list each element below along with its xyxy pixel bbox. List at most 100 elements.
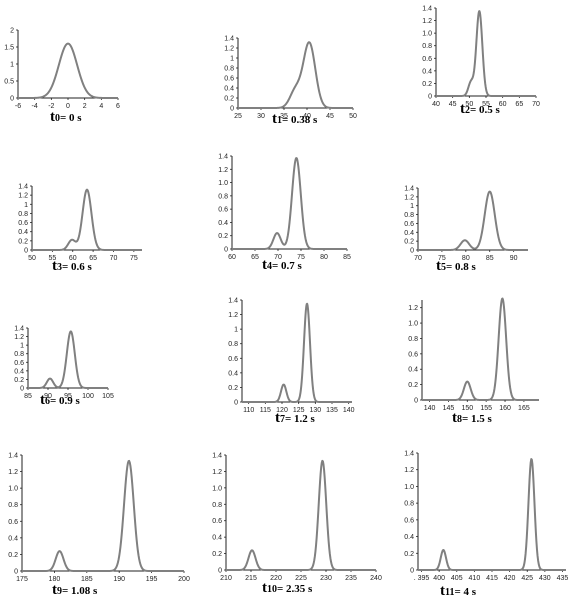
y-tick-label: 0.2 [218,233,228,240]
y-tick-label: 1.5 [4,45,14,52]
chart-svg-5: 70 75 80 85 90 0 0.2 0.4 0.6 0.8 1 1.21.4 [404,186,529,262]
y-tick-label: 0.8 [14,351,24,358]
y-tick-label: 0 [14,569,18,576]
y-tick-label: 1 [234,327,238,334]
chart-svg-4: 60 65 70 75 80 85 0 0.2 0.4 0.6 0.8 1.0 1.2 1.4 [218,154,351,262]
y-tick-label: 0.2 [8,552,18,559]
y-tick-label: 0 [230,106,234,113]
x-tick-label: 85 [24,393,32,400]
x-tick-label: 55 [48,255,56,262]
chart-svg-3: 50 55 60 65 70 75 0 0.2 0.4 0.6 0.8 1 1.2 1.4 [18,184,143,262]
caption-value: = 0.7 s [272,260,302,272]
y-tick-label: 0 [24,248,28,255]
chart-panel-1: 25 30 35 40 45 50 0 0.2 0.4 0.6 0.8 1 1.2 1.4 [208,30,363,124]
time-caption: t1= 0.38 s [272,110,317,128]
caption-symbol: t [52,582,57,598]
y-tick-label: 0.4 [224,86,234,93]
series-line [421,297,540,401]
caption-symbol: t [440,583,445,599]
y-tick-label: 1.2 [228,312,238,319]
y-tick-label: 0.4 [404,230,414,237]
y-tick-label: 0.6 [408,351,418,358]
x-tick-label: 75 [438,255,446,262]
x-tick-label: 100 [82,393,94,400]
x-tick-label: 45 [326,113,334,120]
y-tick-label: 1.0 [408,321,418,328]
y-tick-label: 1 [20,343,24,350]
chart-panel-3: 50 55 60 65 70 75 0 0.2 0.4 0.6 0.8 1 1.2 1.4 [2,178,152,266]
y-tick-label: 0.4 [8,535,18,542]
y-tick-label: 0.4 [422,68,432,75]
x-tick-label: 140 [424,405,436,412]
x-tick-label: 125 [293,407,305,414]
time-caption: t5= 0.8 s [436,257,476,275]
time-caption: t7= 1.2 s [275,409,315,427]
series-line [27,330,109,389]
y-tick-label: 1.2 [212,469,222,476]
x-tick-label: 235 [345,575,357,582]
y-tick-label: 0.5 [4,79,14,86]
y-tick-label: 0.6 [14,360,24,367]
y-tick-label: 0.4 [218,220,228,227]
x-tick-label: 435 [557,575,569,582]
x-tick-label: 185 [81,576,93,583]
y-tick-label: 0.4 [18,229,28,236]
y-tick-label: 0.4 [212,535,222,542]
x-tick-label: 180 [49,576,61,583]
y-tick-label: 1.4 [228,298,238,305]
y-tick-label: 0.2 [14,377,24,384]
x-tick-label: 175 [16,576,28,583]
y-tick-label: 0.2 [228,385,238,392]
y-tick-label: 0.2 [18,238,28,245]
y-tick-label: 0.8 [212,502,222,509]
x-tick-label: 210 [220,575,232,582]
x-tick-label: 140 [343,407,355,414]
x-tick-label: 225 [295,575,307,582]
caption-symbol: t [262,580,267,596]
y-tick-label: 1.0 [422,31,432,38]
y-tick-label: 0.6 [422,56,432,63]
caption-value: = 4 s [454,586,477,598]
series-line [225,459,377,571]
caption-symbol: t [436,258,441,274]
x-tick-label: 215 [245,575,257,582]
x-tick-label: 90 [510,255,518,262]
x-tick-label: 220 [270,575,282,582]
y-tick-label: 1.0 [8,486,18,493]
y-tick-label: 1.4 [18,184,28,191]
y-tick-label: 0.2 [408,382,418,389]
chart-svg-10: 210 215 220 225 230 235 240 0 0.2 0.4 0.6 0.8 1.0 1.2… [212,453,382,583]
caption-value: = 0 s [60,112,82,124]
x-tick-label: 65 [251,254,259,261]
x-tick-label: 30 [257,113,265,120]
chart-panel-11: . 395 400 405 410 415 420 425 430 435 0 0.2 0.4 0.6 0… [388,445,574,586]
y-tick-label: 1 [24,202,28,209]
y-tick-label: 0.8 [218,193,228,200]
caption-symbol: t [52,258,57,274]
x-tick-label: 120 [276,407,288,414]
x-tick-label: 165 [518,405,530,412]
y-tick-label: 0.4 [228,370,238,377]
y-tick-label: 0 [234,400,238,407]
x-tick-label: 110 [243,407,254,414]
y-tick-label: 0.8 [408,336,418,343]
caption-subscript: 8 [457,414,462,425]
x-tick-label: 0 [66,103,70,110]
time-caption: t6= 0.9 s [40,391,80,409]
x-tick-label: 80 [462,255,470,262]
x-tick-label: 75 [130,255,138,262]
y-tick-label: 1.4 [422,6,432,13]
x-tick-label: 155 [480,405,492,412]
x-tick-label: 85 [343,254,351,261]
x-tick-label: 415 [486,575,498,582]
chart-svg-2: 40 45 50 55 60 65 70 0 0.2 0.4 0.6 0.8 1.0 1.2 1.4 [422,6,540,109]
y-tick-label: 0.4 [404,534,414,541]
chart-panel-0: -6 -4 -2 0 2 4 6 0 0.5 1 1.5 2 [0,22,128,114]
x-tick-label: 70 [110,255,118,262]
time-caption: t0= 0 s [50,108,82,126]
y-tick-label: 1.4 [404,451,414,458]
chart-svg-6: 85 90 95 100 105 0 0.2 0.40.6 0.81 1.21.4 [14,326,114,401]
chart-panel-5: 70 75 80 85 90 0 0.2 0.4 0.6 0.8 1 1.2 1.4 [388,180,538,266]
caption-value: = 0.5 s [470,104,500,116]
y-tick-label: 0.8 [404,212,414,219]
